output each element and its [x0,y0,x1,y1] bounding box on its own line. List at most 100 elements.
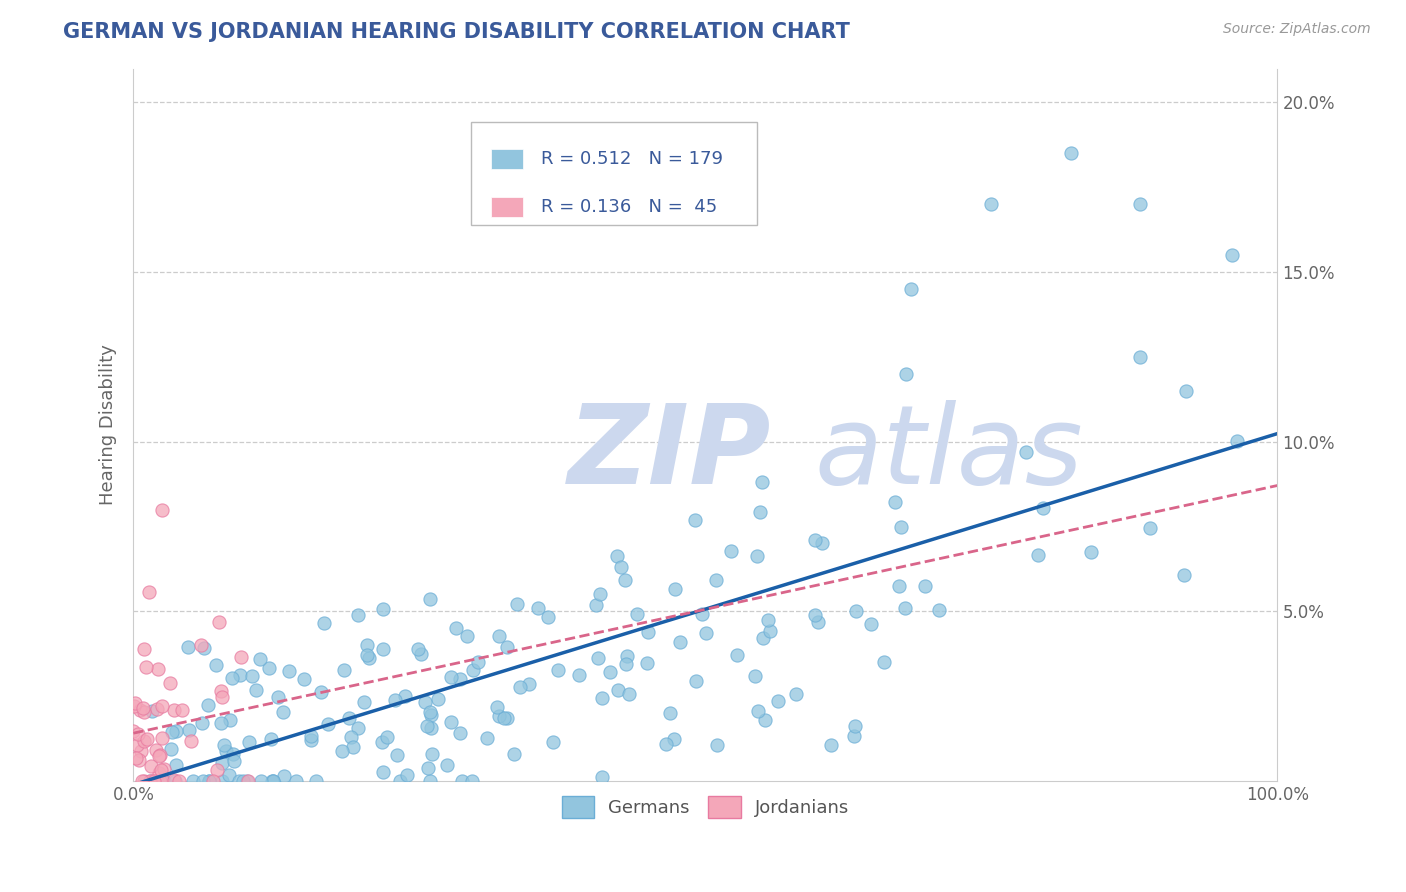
Bar [492,197,523,217]
Point [749,505,772,519]
Point [494,711,516,725]
Point [415,719,437,733]
Point [389,774,412,789]
Point [387,748,409,763]
Point [589,587,612,601]
Point [384,692,406,706]
Point [198,773,221,788]
Point [148,765,170,780]
Point [122,699,145,714]
Point [211,774,233,789]
Point [440,714,463,729]
Point [205,657,228,672]
Point [177,723,200,738]
Point [316,717,339,731]
Point [440,670,463,684]
Point [894,367,917,381]
Point [163,703,186,717]
Point [165,757,187,772]
Point [436,758,458,772]
Point [754,713,776,727]
Point [160,725,183,739]
Point [444,621,467,635]
Point [122,723,145,738]
Point [606,549,628,564]
Point [149,774,172,789]
Point [211,756,233,770]
Point [617,687,640,701]
Point [215,744,238,758]
Point [177,640,200,654]
Point [160,741,183,756]
Point [271,706,294,720]
Point [1032,501,1054,516]
Point [659,706,682,720]
Point [371,735,394,749]
Point [242,669,264,683]
Point [1174,384,1197,398]
Point [138,585,160,599]
Point [422,747,444,761]
Point [759,624,782,638]
Point [616,648,638,663]
Text: atlas: atlas [814,400,1083,507]
Point [197,698,219,713]
Point [626,607,648,621]
Point [218,768,240,782]
Point [222,754,245,768]
Point [752,631,775,645]
Point [456,630,478,644]
Point [209,683,232,698]
Point [449,726,471,740]
Point [305,774,328,789]
Point [873,655,896,669]
Point [820,739,842,753]
Point [744,669,766,683]
Point [537,610,560,624]
Point [928,603,950,617]
Point [132,774,155,789]
Point [467,656,489,670]
Point [720,544,742,558]
Point [356,638,378,652]
Point [461,774,484,789]
Point [222,747,245,761]
Point [756,613,779,627]
Point [419,774,441,789]
Point [371,641,394,656]
Point [859,617,882,632]
Point [509,680,531,694]
Point [1220,248,1243,262]
Point [191,715,214,730]
Point [606,683,628,698]
Point [150,731,173,745]
Point [139,759,162,773]
Point [136,731,159,746]
Point [685,674,707,689]
Point [134,641,156,656]
Point [690,607,713,622]
Point [141,704,163,718]
Point [229,667,252,681]
Point [845,604,868,618]
Point [766,694,789,708]
Point [695,626,717,640]
Point [299,732,322,747]
Point [655,737,678,751]
Point [807,615,830,629]
Point [844,719,866,733]
Point [138,774,160,789]
Point [803,533,825,547]
Point [125,751,148,765]
Point [232,774,254,789]
Point [419,721,441,735]
Point [449,672,471,686]
Point [451,774,474,789]
Point [496,640,519,654]
Point [342,739,364,754]
Point [172,703,194,717]
Point [150,773,173,788]
Point [883,494,905,508]
Point [333,663,356,677]
Point [228,774,250,789]
